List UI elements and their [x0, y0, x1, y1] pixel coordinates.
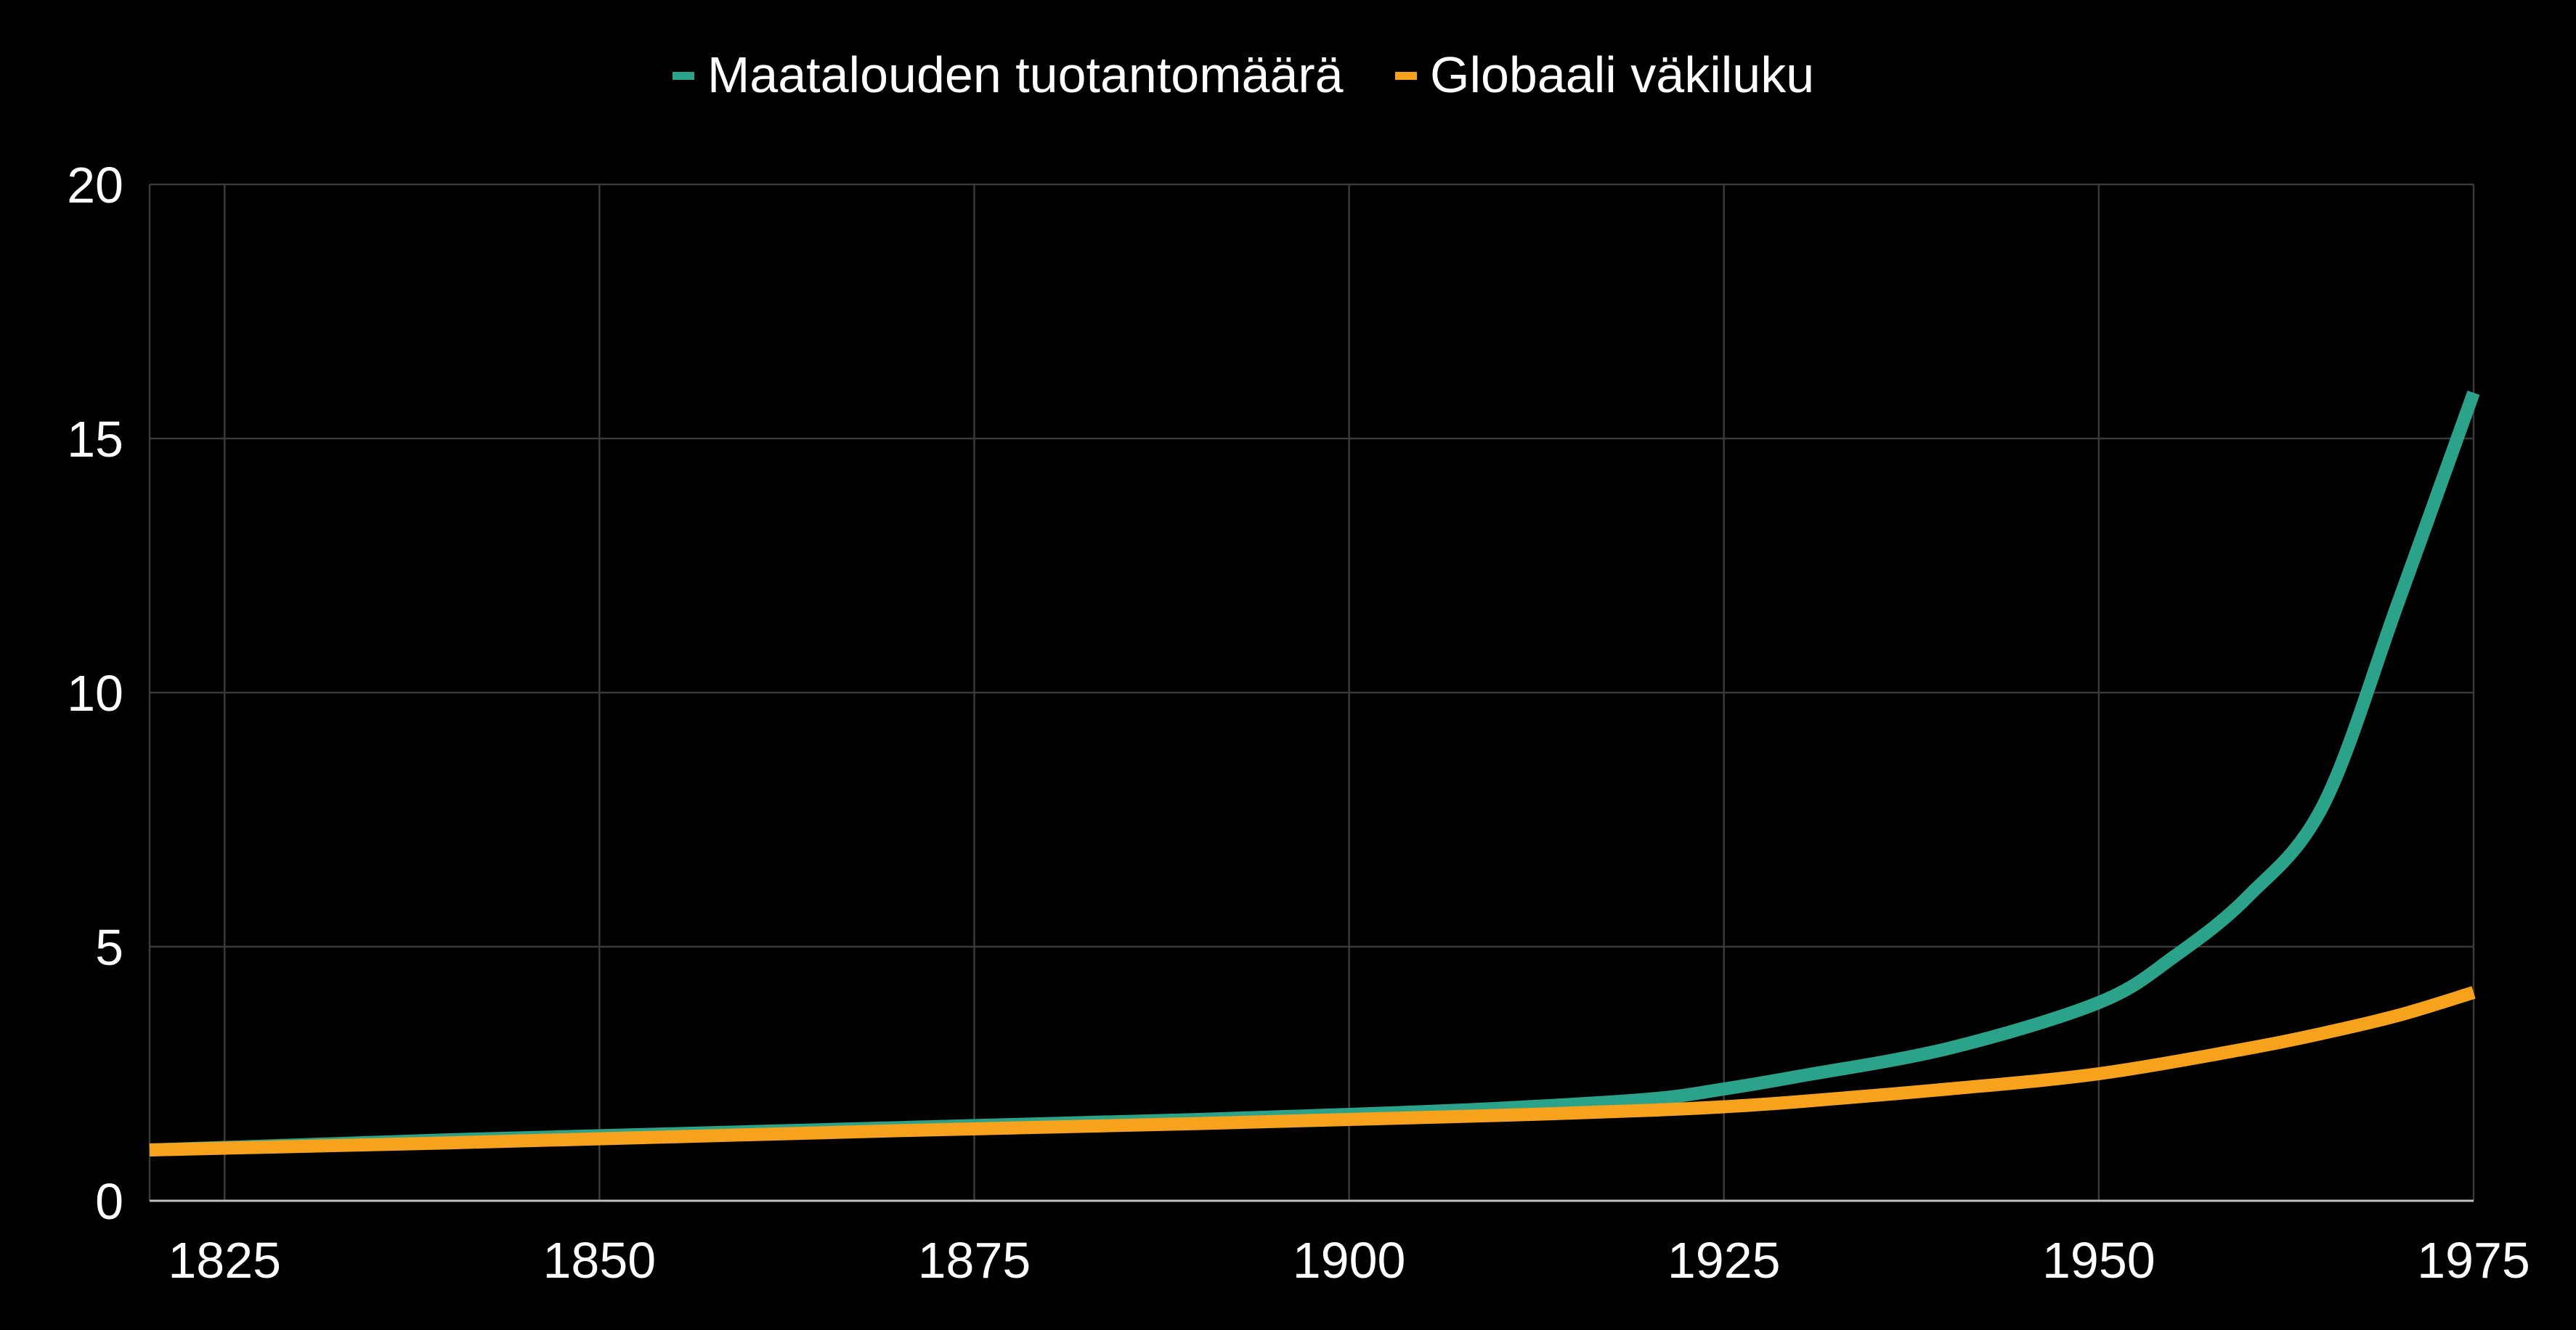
- tick-label-layer: 0 5 10 15 20 1825 1850 1875 1900 1925 1950 1975: [67, 157, 2530, 1289]
- y-tick-label: 10: [67, 665, 123, 722]
- x-tick-label: 1925: [1667, 1232, 1781, 1289]
- legend: Maatalouden tuotantomäärä Globaali väkilu…: [673, 46, 1814, 103]
- grid-layer: [148, 183, 2475, 1201]
- series-line-globaali-vakiluku: [149, 986, 2476, 1156]
- series-line-maatalouden-tuotantomaara: [149, 390, 2480, 1156]
- legend-label: Maatalouden tuotantomäärä: [707, 46, 1344, 103]
- x-tick-label: 1975: [2417, 1232, 2530, 1289]
- x-tick-label: 1850: [543, 1232, 656, 1289]
- legend-label: Globaali väkiluku: [1430, 46, 1814, 103]
- y-tick-label: 15: [67, 411, 123, 468]
- x-tick-label: 1900: [1293, 1232, 1406, 1289]
- legend-marker: [1395, 72, 1417, 80]
- y-tick-label: 0: [95, 1173, 123, 1230]
- series-layer: [149, 390, 2480, 1156]
- x-tick-label: 1825: [168, 1232, 281, 1289]
- x-tick-label: 1950: [2042, 1232, 2156, 1289]
- y-tick-label: 5: [95, 919, 123, 976]
- legend-marker: [673, 72, 694, 80]
- legend-item-globaali-vakiluku: Globaali väkiluku: [1395, 46, 1814, 103]
- x-tick-label: 1875: [918, 1232, 1031, 1289]
- legend-item-maatalouden-tuotantomaara: Maatalouden tuotantomäärä: [673, 46, 1344, 103]
- y-tick-label: 20: [67, 157, 123, 213]
